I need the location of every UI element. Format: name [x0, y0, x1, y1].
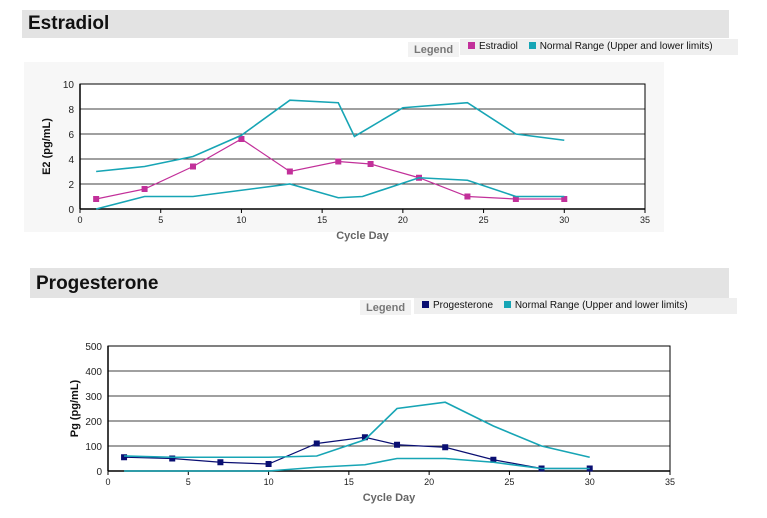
progesterone-legend-label: Progesterone: [433, 300, 494, 311]
estradiol-data-point: [190, 163, 196, 170]
y-axis-title: E2 (pg/mL): [41, 118, 53, 175]
x-tick-label: 30: [585, 477, 595, 487]
y-tick-label: 100: [85, 442, 102, 453]
estradiol-data-point: [141, 186, 148, 192]
normal-range-lower-line: [124, 457, 590, 472]
normal-range-legend-label: Normal Range (Upper and lower limits): [539, 41, 713, 52]
x-axis-title: Cycle Day: [336, 230, 389, 242]
y-tick-label: 300: [85, 392, 102, 403]
estradiol-normal-legend-entry: Normal Range (Upper and lower limits): [528, 41, 713, 52]
estradiol-data-point: [367, 161, 374, 167]
normal-range-upper-line: [124, 401, 590, 459]
progesterone-data-point: [442, 444, 449, 451]
estradiol-legend-entry: Estradiol: [468, 41, 521, 52]
x-tick-label: 35: [665, 477, 675, 487]
progesterone-data-point: [169, 455, 176, 462]
progesterone-section-title: Progesterone: [30, 268, 729, 298]
progesterone-data-point: [361, 434, 368, 441]
normal-range-legend-label: Normal Range (Upper and lower limits): [514, 300, 688, 311]
y-tick-label: 4: [68, 155, 74, 166]
c2-plot-area: [107, 345, 671, 472]
x-tick-label: 0: [77, 215, 82, 225]
x-tick-label: 20: [398, 215, 408, 225]
progesterone-data-point: [121, 454, 128, 461]
x-tick-label: 25: [504, 477, 514, 487]
estradiol-legend-swatch: [468, 42, 475, 49]
normal-range-legend-swatch: [503, 301, 511, 308]
x-tick-label: 35: [640, 215, 650, 225]
x-tick-label: 25: [479, 215, 489, 225]
progesterone-data-point: [394, 441, 401, 448]
x-tick-label: 20: [424, 477, 434, 487]
normal-range-lower-line: [95, 176, 565, 210]
y-tick-label: 0: [96, 467, 102, 478]
y-tick-label: 500: [85, 342, 102, 353]
estradiol-data-point: [286, 168, 293, 175]
estradiol-data-point: [561, 196, 568, 202]
estradiol-legend-label: Estradiol: [479, 41, 518, 52]
y-tick-label: 2: [68, 180, 74, 191]
x-tick-label: 30: [559, 215, 569, 225]
y-axis-title: Pg (pg/mL): [69, 379, 81, 437]
progesterone-legend: Progesterone Normal Range (Upper and low…: [414, 298, 737, 314]
estradiol-data-point: [335, 158, 342, 165]
progesterone-normal-legend-entry: Normal Range (Upper and lower limits): [503, 300, 688, 311]
y-tick-label: 200: [85, 417, 102, 428]
estradiol-section-title: Estradiol: [22, 10, 729, 38]
estradiol-data-point: [238, 136, 245, 142]
x-tick-label: 10: [264, 477, 274, 487]
y-tick-label: 400: [85, 367, 102, 378]
estradiol-chart: 0 2 4 6 8 10 0 5 10 15 20 25 30 35 Cycle Day E2 (pg/mL): [41, 80, 651, 242]
y-tick-label: 8: [68, 105, 74, 116]
progesterone-data-point: [265, 461, 272, 467]
estradiol-legend: Estradiol Normal Range (Upper and lower …: [460, 39, 738, 55]
x-tick-label: 10: [236, 215, 246, 225]
estradiol-data-point: [93, 196, 100, 202]
x-axis-title: Cycle Day: [363, 492, 416, 504]
progesterone-legend-entry: Progesterone: [422, 300, 496, 311]
y-tick-label: 10: [63, 80, 75, 91]
estradiol-legend-title: Legend: [408, 42, 460, 57]
estradiol-data-point: [464, 193, 471, 200]
estradiol-data-point: [512, 196, 519, 202]
normal-range-legend-swatch: [528, 42, 536, 49]
progesterone-data-point: [490, 456, 497, 463]
c1-plot-area: [79, 83, 646, 210]
x-tick-label: 0: [105, 477, 110, 487]
progesterone-data-point: [313, 440, 320, 447]
x-tick-label: 15: [317, 215, 327, 225]
progesterone-data-point: [217, 459, 224, 466]
progesterone-legend-title: Legend: [360, 300, 412, 315]
normal-range-upper-line: [96, 99, 565, 173]
x-tick-label: 5: [158, 215, 163, 225]
progesterone-legend-swatch: [422, 301, 429, 308]
x-tick-label: 5: [186, 477, 191, 487]
y-tick-label: 6: [68, 130, 74, 141]
x-tick-label: 15: [344, 477, 354, 487]
y-tick-label: 0: [68, 205, 74, 216]
